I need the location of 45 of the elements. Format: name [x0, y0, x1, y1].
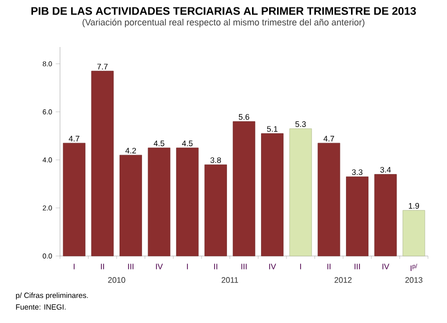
bar: [374, 174, 397, 256]
bar: [91, 70, 114, 256]
bar: [204, 164, 227, 256]
bar: [318, 142, 340, 256]
x-tick-label: I: [187, 264, 188, 270]
x-tick-label: IV: [156, 264, 163, 270]
bar: [289, 128, 312, 256]
data-label: 4.7: [324, 136, 334, 142]
bar: [346, 176, 368, 256]
x-tick-label: I$^{p/}$: [410, 264, 418, 271]
x-tick-label: I: [300, 264, 301, 270]
data-label: 5.1: [267, 126, 278, 132]
data-label: 5.3: [295, 121, 306, 127]
data-label: 4.5: [154, 140, 164, 146]
text: 2010: [108, 277, 126, 283]
data-label: 3.4: [380, 166, 391, 173]
data-label: 3.3: [352, 169, 362, 176]
x-tick-label: II: [214, 264, 218, 270]
chart-title: PIB DE LAS ACTIVIDADES TERCIARIAS AL PRIMER TRIMESTRE DE 2013: [31, 7, 416, 15]
bar: [62, 142, 86, 256]
bar: [402, 210, 426, 256]
bar: [232, 121, 256, 256]
data-label: 1.9: [408, 202, 420, 209]
text: 2011: [222, 277, 238, 283]
x-tick-label: I: [74, 264, 75, 270]
x-tick-label: IV: [269, 264, 276, 270]
x-tick-label: II: [100, 264, 104, 270]
text: 2013: [405, 277, 422, 283]
bar: [120, 154, 142, 256]
x-tick-label: III: [128, 264, 134, 270]
x-tick-label: III: [241, 264, 247, 270]
data-label: 7.7: [97, 64, 108, 70]
x-tick-label: IV: [382, 264, 390, 270]
x-tick-label: II: [327, 264, 330, 270]
x-tick-label: III: [354, 264, 360, 270]
data-label: 4.2: [125, 148, 136, 154]
bar: [261, 133, 284, 256]
data-label: 5.6: [238, 114, 250, 120]
text: 2012: [334, 277, 352, 283]
chart-subtitle: (Variación porcentual real respecto al mismo trimestre del año anterior): [82, 18, 364, 28]
bar: [176, 148, 199, 256]
data-label: 4.5: [182, 140, 193, 146]
bar: [148, 148, 170, 256]
data-label: 4.7: [68, 136, 80, 142]
data-label: 3.8: [210, 157, 221, 164]
